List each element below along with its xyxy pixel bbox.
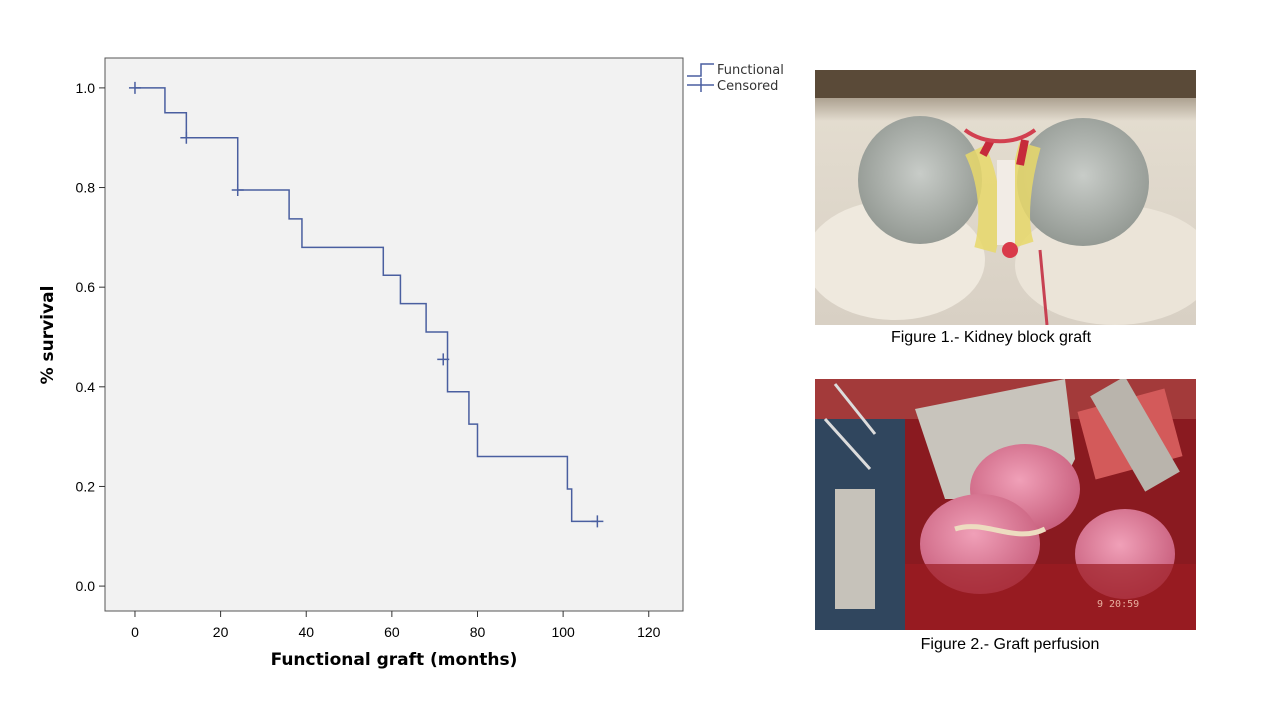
kidney-photo-illustration (815, 70, 1196, 325)
y-axis-title: % survival (38, 286, 58, 385)
legend-censored-symbol (687, 78, 714, 92)
legend-functional-label: Functional (717, 63, 784, 78)
y-tick-label: 0.6 (76, 279, 96, 295)
censored-markers (128, 81, 604, 528)
plot-area (104, 57, 684, 612)
x-tick-label: 100 (551, 624, 575, 640)
x-tick-label: 0 (131, 624, 139, 640)
x-tick-label: 120 (637, 624, 661, 640)
censored-marker (591, 515, 604, 528)
y-axis: 0.0 0.2 0.4 0.6 0.8 1.0 (76, 80, 105, 594)
y-tick-label: 0.2 (76, 478, 96, 494)
graft-perfusion-photo: 9 20:59 (815, 379, 1196, 630)
kidney-block-graft-photo (815, 70, 1196, 325)
survival-step-line (134, 87, 598, 523)
censored-marker (128, 81, 141, 94)
x-tick-label: 20 (213, 624, 229, 640)
x-axis: 0 20 40 60 80 100 120 (131, 611, 661, 640)
x-axis-title: Functional graft (months) (271, 650, 518, 670)
legend: Functional Censored (687, 63, 784, 94)
x-tick-label: 60 (384, 624, 400, 640)
y-tick-label: 0.4 (76, 379, 96, 395)
x-tick-label: 80 (470, 624, 486, 640)
figure-2-caption: Figure 2.- Graft perfusion (920, 636, 1100, 653)
censored-marker (231, 184, 244, 197)
censored-marker (180, 131, 193, 144)
y-tick-label: 0.0 (76, 578, 96, 594)
survival-chart: 0.0 0.2 0.4 0.6 0.8 1.0 0 20 40 60 80 100 120 Funct… (38, 57, 784, 670)
y-tick-label: 1.0 (76, 80, 96, 96)
legend-censored-label: Censored (717, 79, 778, 94)
figure-1-caption: Figure 1.- Kidney block graft (890, 329, 1092, 346)
x-tick-label: 40 (298, 624, 314, 640)
perfusion-photo-illustration (815, 379, 1196, 630)
legend-functional-symbol (687, 63, 714, 77)
photo-timestamp: 9 20:59 (1097, 599, 1140, 610)
y-tick-label: 0.8 (76, 180, 96, 196)
censored-marker (437, 353, 450, 366)
